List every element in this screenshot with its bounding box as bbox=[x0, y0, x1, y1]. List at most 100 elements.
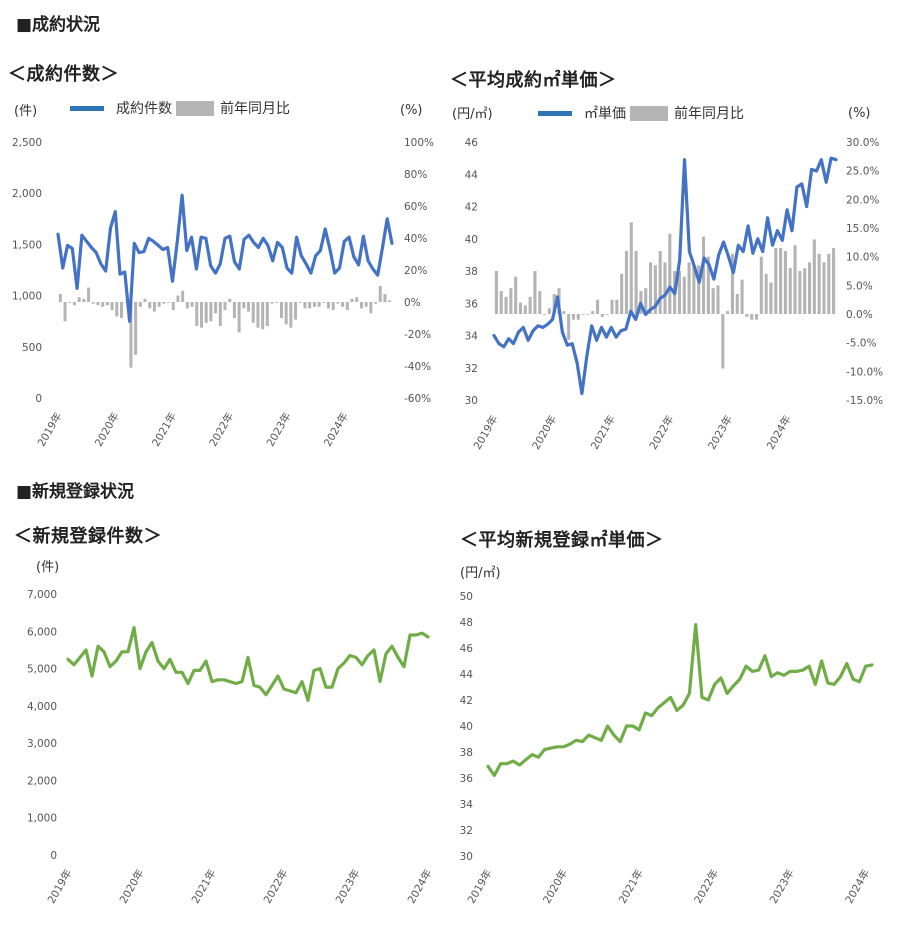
y-tick-label: 3,000 bbox=[27, 738, 57, 750]
yoy-bar bbox=[730, 253, 734, 314]
y-tick-label: 34 bbox=[460, 799, 474, 811]
yoy-bar bbox=[374, 302, 378, 304]
section-title-registration: ■新規登録状況 bbox=[16, 482, 135, 502]
yoy-bar bbox=[176, 295, 180, 302]
y-tick-label: 6,000 bbox=[27, 626, 57, 638]
yoy-bar bbox=[615, 299, 619, 314]
yoy-bar bbox=[72, 302, 76, 306]
yoy-bar bbox=[682, 276, 686, 314]
yoy-bar bbox=[214, 302, 218, 314]
y2-tick-label: 0% bbox=[404, 297, 421, 309]
yoy-bar bbox=[687, 262, 691, 314]
yoy-bar bbox=[668, 233, 672, 314]
yoy-bar bbox=[110, 302, 114, 310]
yoy-bar bbox=[265, 302, 269, 326]
y2-tick-label: 5.0% bbox=[846, 280, 873, 292]
yoy-bar bbox=[218, 302, 222, 326]
yoy-bar bbox=[308, 302, 312, 309]
y2-tick-label: 15.0% bbox=[846, 223, 879, 235]
yoy-bar bbox=[190, 302, 194, 307]
yoy-bar bbox=[716, 285, 720, 314]
yoy-bar bbox=[77, 297, 81, 302]
yoy-bar bbox=[251, 302, 255, 323]
series-line bbox=[486, 622, 874, 778]
y-tick-label: 0 bbox=[35, 393, 42, 405]
y2-tick-label: 10.0% bbox=[846, 252, 879, 264]
legend-line-label: 成約件数 bbox=[116, 101, 172, 117]
yoy-bar bbox=[653, 265, 657, 314]
yoy-bar bbox=[769, 282, 773, 314]
yoy-bar bbox=[223, 302, 227, 310]
y-tick-label: 2,000 bbox=[27, 775, 57, 787]
yoy-bar bbox=[547, 308, 551, 314]
yoy-bar bbox=[157, 302, 161, 307]
y2-tick-label: 80% bbox=[404, 169, 427, 181]
yoy-bar bbox=[289, 302, 293, 328]
yoy-bar bbox=[745, 314, 749, 317]
yoy-bar bbox=[209, 302, 213, 322]
yoy-bar bbox=[649, 262, 653, 314]
yoy-bar bbox=[270, 302, 274, 304]
yoy-bar bbox=[322, 302, 326, 303]
yoy-bar bbox=[793, 245, 797, 314]
yoy-bar bbox=[369, 302, 373, 314]
yoy-bar bbox=[634, 250, 638, 314]
yoy-bar bbox=[96, 302, 100, 306]
yoy-bar bbox=[726, 311, 730, 314]
yoy-bar bbox=[275, 302, 279, 303]
y2-tick-label: -60% bbox=[404, 393, 431, 405]
yoy-bar bbox=[735, 293, 739, 314]
yoy-bar bbox=[199, 302, 203, 328]
yoy-bar bbox=[242, 302, 246, 309]
yoy-bar bbox=[298, 302, 302, 303]
y-tick-label: 1,500 bbox=[12, 239, 42, 251]
y-tick-label: 46 bbox=[465, 137, 479, 149]
yoy-bar bbox=[543, 314, 547, 315]
yoy-bar bbox=[591, 311, 595, 314]
y-tick-label: 7,000 bbox=[27, 589, 57, 601]
legend-line-swatch bbox=[538, 110, 572, 116]
yoy-bar bbox=[677, 271, 681, 314]
y-tick-label: 40 bbox=[465, 234, 478, 246]
y2-tick-label: 30.0% bbox=[846, 137, 879, 149]
y-tick-label: 2,500 bbox=[12, 137, 42, 149]
chart-title-contract-count: ＜成約件数＞ bbox=[8, 64, 119, 85]
y2-tick-label: 0.0% bbox=[846, 309, 873, 321]
yoy-bar bbox=[494, 271, 498, 314]
yoy-bar bbox=[533, 271, 537, 314]
yoy-bar bbox=[827, 253, 831, 314]
yoy-bar bbox=[697, 265, 701, 314]
yoy-bar bbox=[232, 302, 236, 318]
x-tick-label: 2021年 bbox=[616, 867, 646, 906]
yoy-bar bbox=[663, 262, 667, 314]
yoy-bar bbox=[105, 302, 109, 306]
yoy-bar bbox=[514, 276, 518, 314]
y-tick-label: 44 bbox=[465, 169, 479, 181]
yoy-bar bbox=[279, 302, 283, 318]
legend-line-swatch bbox=[70, 105, 104, 111]
yoy-bar bbox=[822, 262, 826, 314]
left-unit: (円/㎡) bbox=[460, 566, 501, 581]
yoy-bar bbox=[317, 302, 321, 307]
yoy-bar bbox=[629, 222, 633, 314]
yoy-bar bbox=[832, 248, 836, 314]
y2-tick-label: 100% bbox=[404, 137, 434, 149]
yoy-bar bbox=[388, 300, 392, 302]
x-tick-label: 2019年 bbox=[465, 867, 495, 906]
yoy-bar bbox=[341, 302, 345, 307]
yoy-bar bbox=[721, 314, 725, 369]
yoy-bar bbox=[610, 299, 614, 314]
yoy-bar bbox=[624, 250, 629, 314]
y2-tick-label: -5.0% bbox=[846, 338, 876, 350]
legend: 成約件数 前年同月比 bbox=[70, 98, 290, 118]
legend-bar-label: 前年同月比 bbox=[674, 106, 744, 122]
yoy-bar bbox=[185, 302, 189, 309]
yoy-bar bbox=[87, 287, 91, 302]
yoy-bar bbox=[237, 302, 241, 333]
yoy-bar bbox=[600, 314, 604, 317]
chart-title-avg-registration-price: ＜平均新規登録㎡単価＞ bbox=[460, 530, 664, 551]
y-tick-label: 1,000 bbox=[27, 813, 57, 825]
y2-tick-label: 40% bbox=[404, 233, 427, 245]
yoy-bar bbox=[803, 268, 807, 314]
